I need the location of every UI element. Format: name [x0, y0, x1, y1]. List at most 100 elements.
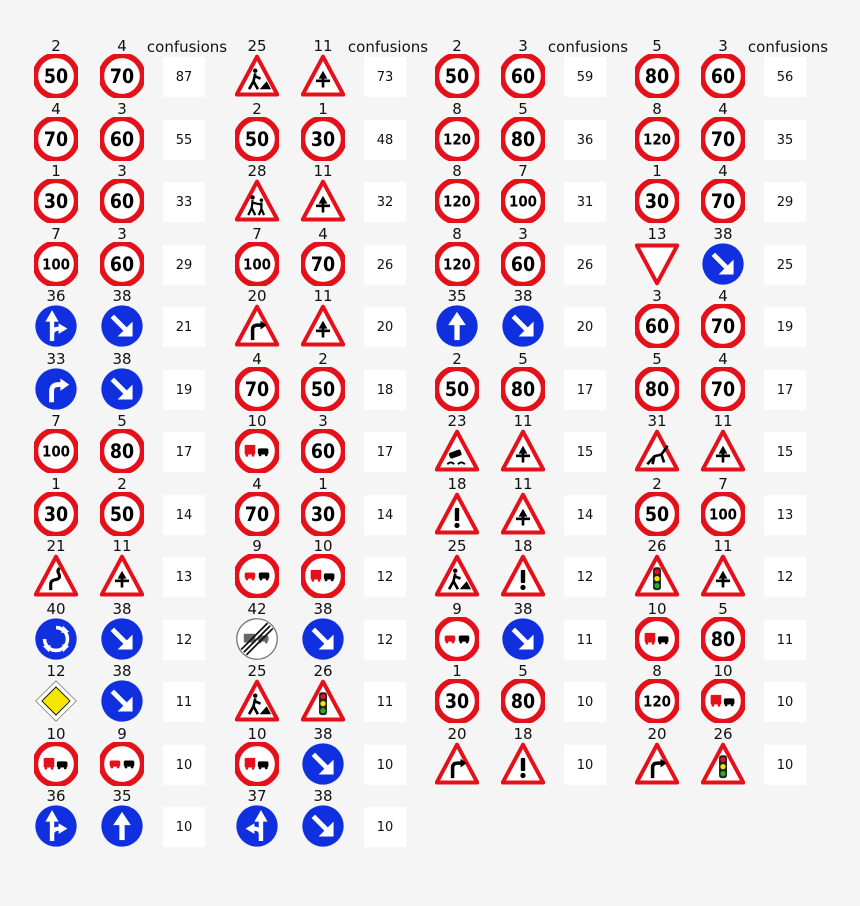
confusion-pair: 5 80 4 70 17: [631, 351, 860, 419]
class-id-label: 7: [718, 475, 728, 493]
confusion-pair: 9 10 12: [231, 538, 471, 606]
class-id-label: 10: [713, 662, 733, 680]
confusion-pair: 4 70 1 30 14: [231, 476, 471, 544]
confusion-pair: 4 70 2 50 18: [231, 351, 471, 419]
keep-right-icon: [301, 617, 345, 661]
confusion-count: 59: [564, 57, 606, 97]
svg-text:60: 60: [110, 253, 134, 276]
svg-text:120: 120: [643, 692, 671, 710]
confusion-count: 29: [764, 182, 806, 222]
confusion-pair: 8 120 7 100 31: [431, 163, 671, 231]
no-overtaking-trucks-icon: [34, 742, 78, 786]
confusion-count: 12: [764, 557, 806, 597]
road-work-icon: [435, 554, 479, 598]
ahead-only-icon: [435, 304, 479, 348]
class-id-label: 10: [647, 600, 667, 618]
svg-text:50: 50: [245, 128, 269, 151]
speed-limit-50-icon: 50: [635, 492, 679, 536]
column-header: confusions: [146, 38, 228, 56]
svg-text:80: 80: [645, 378, 669, 401]
class-id-label: 26: [647, 537, 667, 555]
confusion-pair: 42 38 12: [231, 601, 471, 669]
no-overtaking-trucks-icon: [301, 554, 345, 598]
priority-road-icon: [34, 679, 78, 723]
class-id-label: 3: [117, 162, 127, 180]
double-curve-icon: [34, 554, 78, 598]
svg-text:50: 50: [44, 65, 68, 88]
svg-text:80: 80: [511, 128, 535, 151]
class-id-label: 23: [447, 412, 467, 430]
confusion-pair: 8 120 10 10: [631, 663, 860, 731]
class-id-label: 7: [51, 225, 61, 243]
speed-limit-70-icon: 70: [701, 179, 745, 223]
speed-limit-30-icon: 30: [34, 492, 78, 536]
class-id-label: 8: [652, 662, 662, 680]
speed-limit-50-icon: 50: [435, 54, 479, 98]
confusion-count: 20: [364, 307, 406, 347]
svg-text:30: 30: [44, 503, 68, 526]
confusion-count: 33: [163, 182, 205, 222]
right-of-way-at-intersection-icon: [701, 429, 745, 473]
confusion-pair: 36 38 21: [30, 288, 270, 356]
confusion-count: 35: [764, 120, 806, 160]
svg-text:120: 120: [643, 130, 671, 148]
speed-limit-60-icon: 60: [701, 54, 745, 98]
class-id-label: 11: [313, 162, 333, 180]
confusion-pair: 10 38 10: [231, 726, 471, 794]
svg-text:70: 70: [245, 503, 269, 526]
confusion-count: 11: [564, 620, 606, 660]
confusion-pair: 10 9 10: [30, 726, 270, 794]
confusion-pair: 2 50 4 70 87: [30, 38, 270, 106]
svg-text:100: 100: [42, 255, 70, 273]
confusion-pair: 33 38 19: [30, 351, 270, 419]
dangerous-curve-right-icon: [635, 742, 679, 786]
class-id-label: 35: [447, 287, 467, 305]
confusion-pair: 8 120 4 70 35: [631, 101, 860, 169]
confusion-count: 12: [364, 620, 406, 660]
confusion-pair: 3 60 4 70 19: [631, 288, 860, 356]
speed-limit-60-icon: 60: [100, 117, 144, 161]
svg-text:70: 70: [110, 65, 134, 88]
class-id-label: 31: [647, 412, 667, 430]
svg-text:100: 100: [243, 255, 271, 273]
slippery-road-icon: [435, 429, 479, 473]
class-id-label: 11: [513, 475, 533, 493]
class-id-label: 2: [51, 37, 61, 55]
confusion-count: 18: [364, 370, 406, 410]
confusion-count: 87: [163, 57, 205, 97]
confusion-count: 10: [764, 682, 806, 722]
confusion-pair: 36 35 10: [30, 788, 270, 856]
svg-text:80: 80: [711, 628, 735, 651]
class-id-label: 10: [46, 725, 66, 743]
confusion-pair: 1 30 5 80 10: [431, 663, 671, 731]
confusion-pair: 21 11 13: [30, 538, 270, 606]
svg-text:70: 70: [245, 378, 269, 401]
keep-right-icon: [100, 679, 144, 723]
class-id-label: 11: [713, 412, 733, 430]
confusion-count: 13: [764, 495, 806, 535]
class-id-label: 38: [313, 600, 333, 618]
general-caution-icon: [501, 742, 545, 786]
class-id-label: 9: [117, 725, 127, 743]
speed-limit-30-icon: 30: [301, 492, 345, 536]
class-id-label: 10: [313, 537, 333, 555]
class-id-label: 10: [247, 725, 267, 743]
svg-text:80: 80: [110, 440, 134, 463]
class-id-label: 13: [647, 225, 667, 243]
no-overtaking-trucks-icon: [635, 617, 679, 661]
svg-text:80: 80: [511, 690, 535, 713]
svg-text:70: 70: [711, 190, 735, 213]
turn-right-ahead-icon: [34, 367, 78, 411]
class-id-label: 1: [452, 662, 462, 680]
class-id-label: 11: [713, 537, 733, 555]
confusion-count: 73: [364, 57, 406, 97]
svg-text:60: 60: [711, 65, 735, 88]
svg-text:50: 50: [110, 503, 134, 526]
general-caution-icon: [435, 492, 479, 536]
class-id-label: 4: [718, 350, 728, 368]
confusion-count: 12: [163, 620, 205, 660]
confusion-count: 10: [764, 745, 806, 785]
class-id-label: 4: [718, 100, 728, 118]
class-id-label: 8: [452, 225, 462, 243]
class-id-label: 5: [518, 350, 528, 368]
